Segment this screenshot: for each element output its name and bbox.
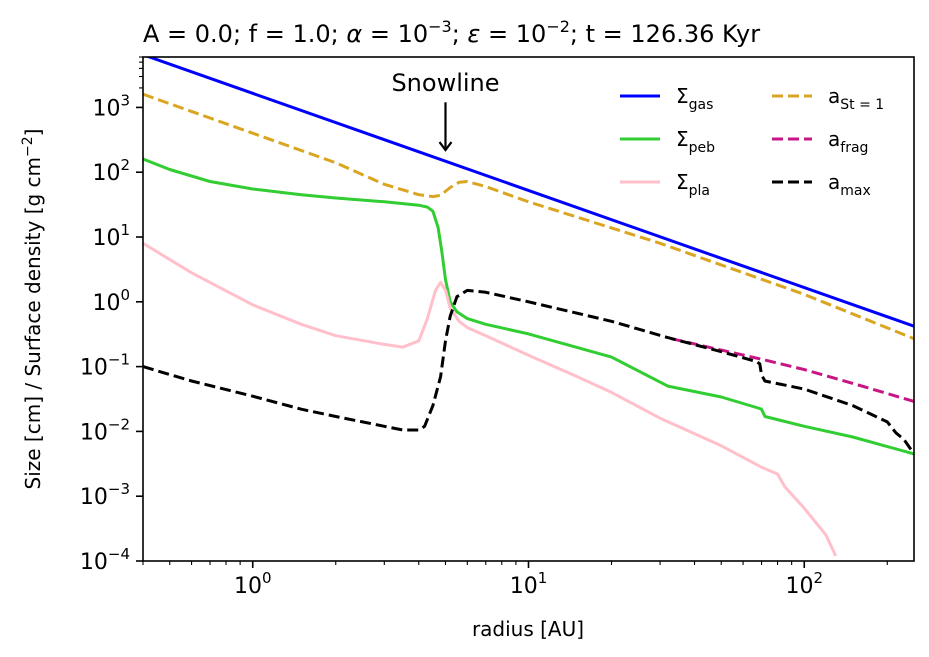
y-tick-label: 10−2 [80,415,130,445]
snowline-arrow-head [438,141,453,152]
chart-title: A = 0.0; f = 1.0; α = 10−3; ε = 10−2; t … [143,17,760,48]
legend-label-ast1: aSt = 1 [828,84,884,113]
legend-item-afrag: afrag [772,127,868,156]
legend-label-afrag: afrag [828,127,868,156]
x-tick-label: 100 [234,569,272,599]
legend-item-spla: Σpla [620,170,710,199]
legend-item-amax: amax [772,170,871,199]
y-axis-label: Size [cm] / Surface density [g cm−2] [20,129,45,490]
series-line-amax [143,288,914,455]
legend-label-amax: amax [828,170,871,199]
snowline-annotation: Snowline [391,69,500,152]
plot-frame [142,56,915,562]
legend: Σgas Σpeb Σpla aSt = 1 afrag amax [620,84,884,199]
y-tick-label: 103 [92,91,130,121]
x-tick-label: 102 [785,569,823,599]
x-tick-label: 101 [510,569,548,599]
y-tick-label: 10−1 [80,351,130,381]
series-line-afrag [671,337,914,403]
y-tick-label: 10−3 [80,480,130,510]
legend-item-ast1: aSt = 1 [772,84,884,113]
legend-item-sgas: Σgas [620,84,713,113]
series-line-ast1 [143,92,914,341]
series-line-spla [143,242,838,557]
snowline-label: Snowline [391,69,499,97]
x-axis-label: radius [AU] [472,617,584,641]
y-tick-label: 10−4 [80,545,130,575]
series-line-sgas [145,57,914,328]
legend-label-speb: Σpeb [676,127,715,156]
legend-item-speb: Σpeb [620,127,715,156]
legend-label-spla: Σpla [676,170,710,199]
y-tick-label: 102 [92,156,130,186]
y-tick-label: 100 [92,286,130,316]
legend-label-sgas: Σgas [676,84,713,113]
y-tick-label: 101 [92,221,130,251]
series-line-speb [143,157,914,456]
